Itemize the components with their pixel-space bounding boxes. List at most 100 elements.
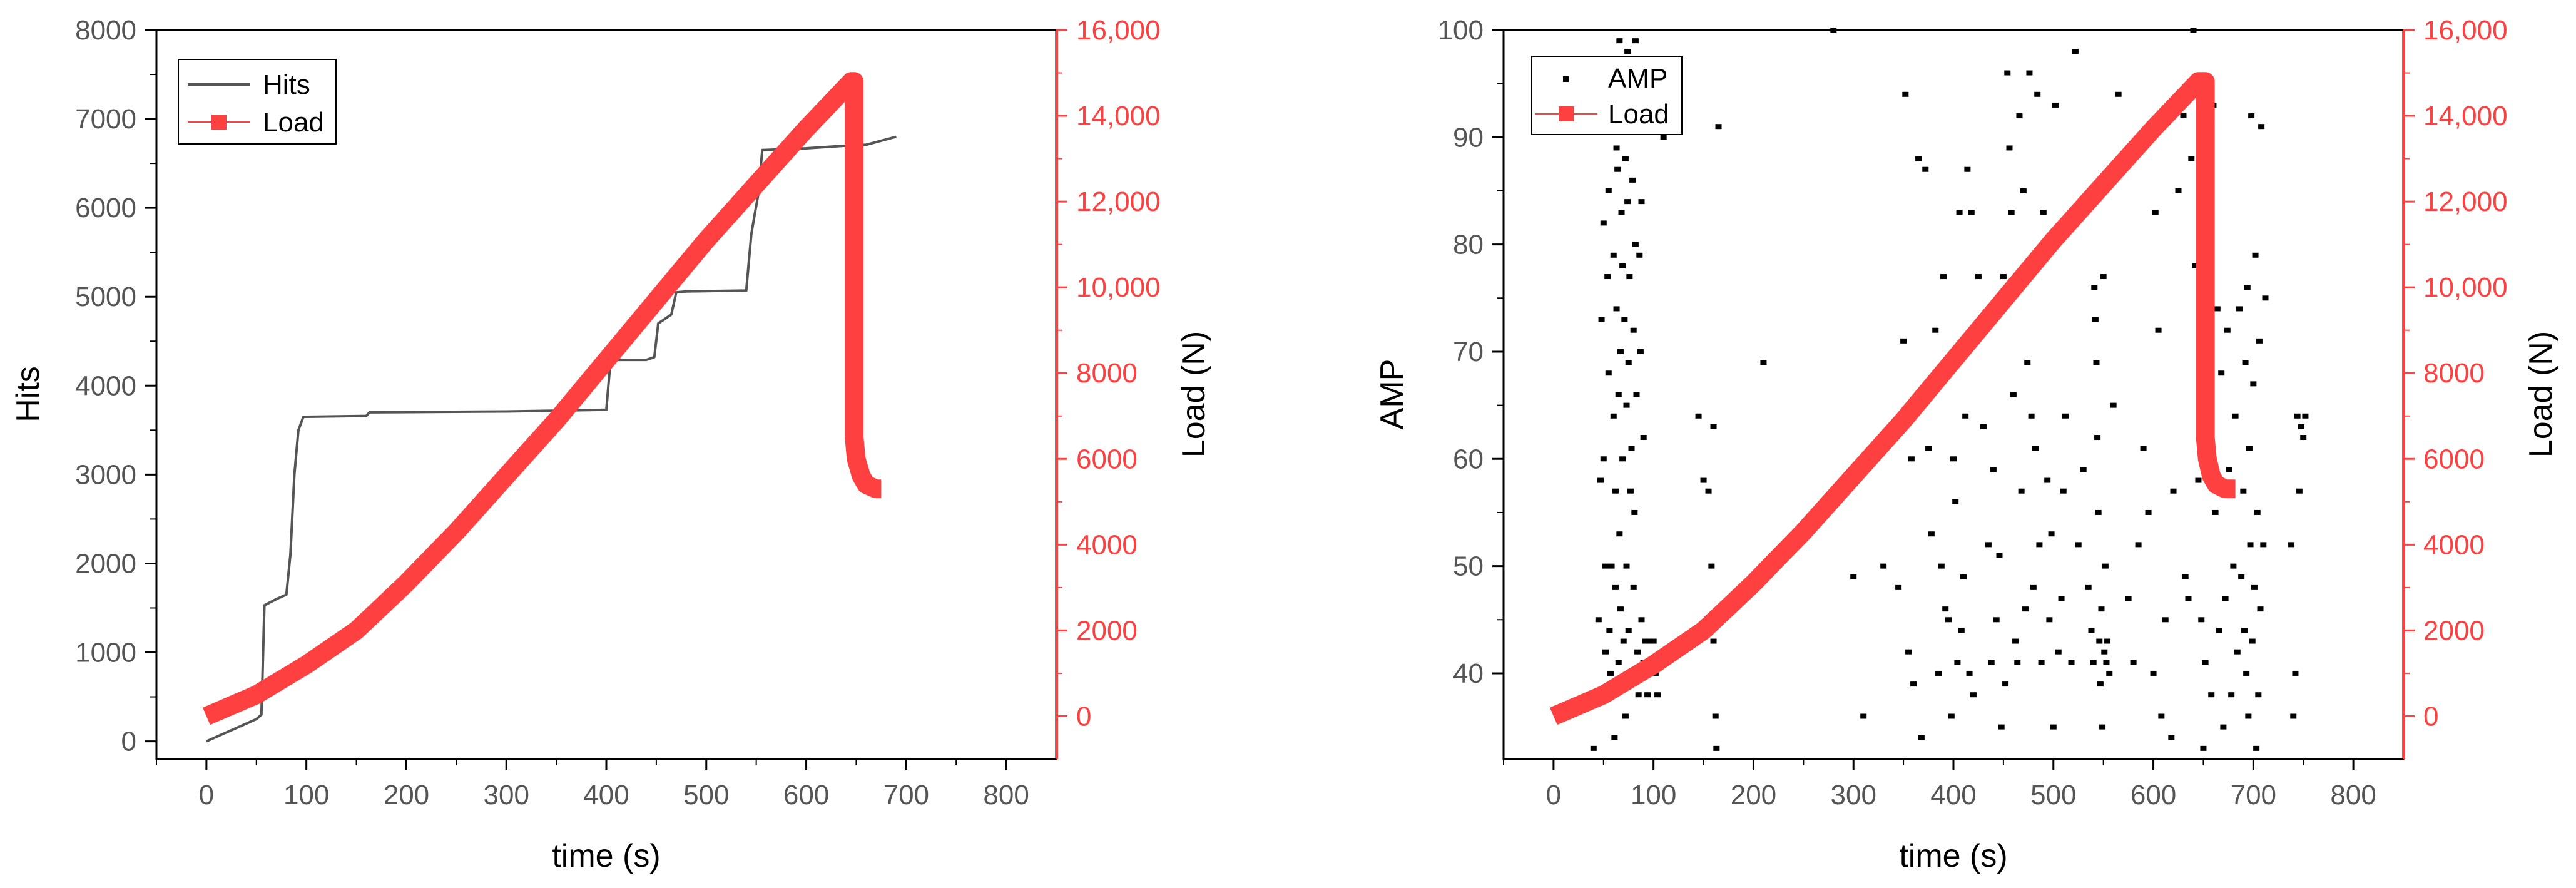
right-y2-tick-label: 10,000 bbox=[2423, 272, 2508, 303]
right-amp-point bbox=[2262, 295, 2269, 301]
right-amp-point bbox=[2248, 113, 2255, 119]
right-amp-point bbox=[2258, 124, 2265, 130]
right-right-axis-line bbox=[2403, 30, 2405, 759]
right-amp-point bbox=[1942, 606, 1949, 612]
right-amp-point bbox=[2252, 252, 2259, 258]
right-amp-point bbox=[2000, 274, 2007, 280]
right-amp-point bbox=[2020, 188, 2027, 193]
right-amp-point bbox=[1710, 424, 1717, 429]
left-legend: Hits Load bbox=[178, 59, 337, 145]
right-amp-point bbox=[2216, 628, 2223, 633]
left-x-tick-label: 800 bbox=[983, 780, 1029, 810]
right-amp-point bbox=[2208, 692, 2215, 698]
right-amp-point bbox=[2004, 70, 2011, 76]
right-amp-point bbox=[2040, 210, 2047, 215]
right-amp-point bbox=[1915, 156, 1922, 161]
right-amp-point bbox=[1626, 274, 1633, 280]
right-amp-point bbox=[1932, 327, 1939, 333]
right-amp-point bbox=[2080, 467, 2087, 472]
right-amp-point bbox=[1597, 477, 1604, 483]
left-y2-tick-label: 16,000 bbox=[1076, 15, 1161, 46]
left-legend-load-marker bbox=[211, 115, 227, 130]
right-amp-point bbox=[2251, 584, 2258, 590]
right-amp-point bbox=[2048, 531, 2055, 537]
right-amp-point bbox=[1956, 210, 1963, 215]
right-amp-point bbox=[2012, 638, 2019, 644]
right-amp-point bbox=[1611, 735, 1618, 740]
right-amp-point bbox=[1595, 617, 1602, 623]
right-amp-point bbox=[2292, 670, 2299, 676]
right-amp-point bbox=[1627, 488, 1634, 494]
right-amp-point bbox=[2290, 713, 2297, 719]
right-amp-point bbox=[1715, 124, 1722, 130]
right-amp-point bbox=[2038, 660, 2045, 665]
right-amp-point bbox=[1850, 574, 1857, 579]
right-amp-point bbox=[1710, 638, 1717, 644]
right-amp-point bbox=[2250, 381, 2257, 387]
right-amp-point bbox=[1610, 252, 1617, 258]
right-x-tick-label: 800 bbox=[2330, 780, 2376, 810]
right-amp-point bbox=[1618, 210, 1625, 215]
right-amp-point bbox=[2115, 91, 2122, 97]
right-amp-point bbox=[1638, 617, 1645, 623]
right-amp-point bbox=[1960, 574, 1967, 579]
right-amp-point bbox=[2212, 509, 2219, 515]
right-amp-point bbox=[1610, 413, 1617, 419]
right-amp-point bbox=[1622, 713, 1629, 719]
right-amp-point bbox=[2182, 574, 2189, 579]
left-y2-tick-label: 8000 bbox=[1076, 358, 1138, 389]
right-amp-point bbox=[1910, 681, 1917, 687]
right-legend-box bbox=[1531, 56, 1683, 135]
right-amp-point bbox=[1654, 692, 1661, 698]
right-amp-point bbox=[2075, 542, 2082, 548]
right-amp-point bbox=[1642, 638, 1649, 644]
right-amp-point bbox=[2034, 91, 2041, 97]
right-amp-point bbox=[1633, 392, 1640, 397]
right-amp-point bbox=[1970, 692, 1977, 698]
right-amp-point bbox=[2050, 724, 2057, 730]
right-amp-point bbox=[2103, 660, 2110, 665]
right-amp-point bbox=[2192, 263, 2199, 268]
right-amp-point bbox=[1938, 563, 1945, 569]
right-amp-point bbox=[1902, 91, 1909, 97]
right-amp-point bbox=[1646, 638, 1653, 644]
right-x-tick-label: 400 bbox=[1930, 780, 1976, 810]
right-amp-point bbox=[1705, 488, 1712, 494]
right-amp-point bbox=[1629, 177, 1636, 183]
right-amp-point bbox=[2220, 724, 2227, 730]
left-y2-tick-label: 6000 bbox=[1076, 444, 1138, 474]
right-amp-point bbox=[2106, 670, 2113, 676]
right-amp-point bbox=[2198, 617, 2205, 623]
right-amp-point bbox=[1602, 649, 1609, 655]
right-amp-point bbox=[1980, 424, 1987, 429]
right-x-tick-label: 600 bbox=[2131, 780, 2176, 810]
left-y-tick-label: 2000 bbox=[75, 548, 136, 579]
right-amp-point bbox=[1625, 360, 1632, 365]
right-amp-point bbox=[1895, 584, 1902, 590]
right-amp-point bbox=[1954, 660, 1961, 665]
right-amp-point bbox=[2195, 477, 2202, 483]
right-amp-point bbox=[2072, 49, 2079, 54]
right-amp-point bbox=[2145, 509, 2152, 515]
right-amp-point bbox=[2244, 285, 2251, 290]
right-amp-point bbox=[2026, 70, 2033, 76]
left-x-tick-label: 0 bbox=[199, 780, 214, 810]
right-legend-load-marker bbox=[1559, 106, 1574, 121]
right-amp-point bbox=[2253, 745, 2260, 751]
right-y2-tick-label: 6000 bbox=[2423, 444, 2485, 474]
right-amp-point bbox=[2224, 327, 2231, 333]
right-amp-point bbox=[2200, 745, 2207, 751]
right-amp-point bbox=[1619, 456, 1626, 462]
left-y-tick-label: 3000 bbox=[75, 459, 136, 490]
right-y-tick-label: 100 bbox=[1438, 15, 1484, 46]
right-amp-point bbox=[2222, 596, 2229, 601]
right-y-tick-label: 50 bbox=[1453, 551, 1484, 582]
right-amp-point bbox=[2092, 317, 2099, 322]
right-y2-axis-title: Load (N) bbox=[2523, 331, 2559, 457]
right-amp-point bbox=[2030, 584, 2037, 590]
right-amp-point bbox=[1644, 692, 1651, 698]
right-amp-point bbox=[2188, 156, 2195, 161]
left-legend-load-label: Load bbox=[263, 107, 324, 138]
right-plot-content bbox=[1549, 28, 2309, 751]
